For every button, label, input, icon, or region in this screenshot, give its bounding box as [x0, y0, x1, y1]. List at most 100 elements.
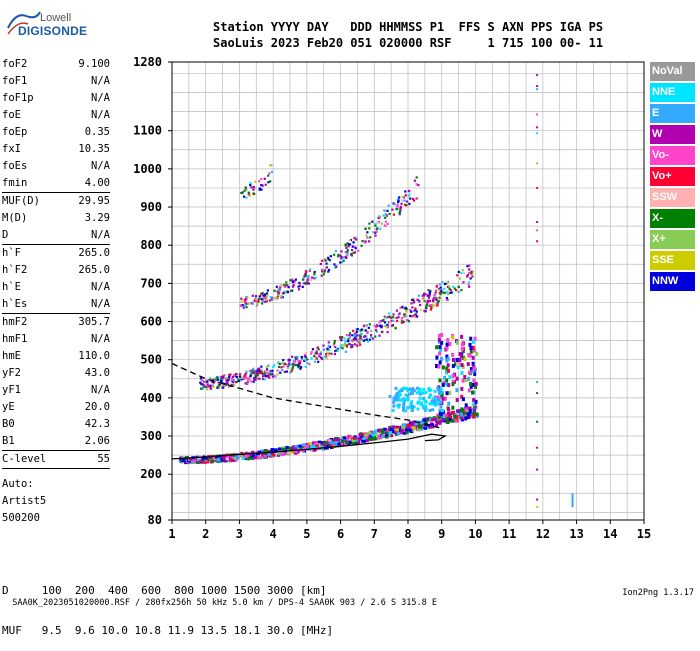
echo-point: [392, 313, 395, 316]
echo-point: [254, 180, 257, 183]
echo-point: [471, 361, 475, 366]
echo-point: [456, 362, 460, 367]
echo-point: [461, 397, 465, 402]
echo-point: [264, 183, 267, 186]
echo-point: [374, 429, 379, 433]
echo-point: [274, 375, 277, 378]
echo-point: [310, 357, 313, 360]
echo-point: [440, 393, 444, 398]
echo-point: [227, 378, 230, 381]
echo-point: [406, 423, 410, 427]
param-value: 9.100: [78, 58, 110, 70]
echo-point: [243, 304, 246, 307]
logo-product: DIGISONDE: [18, 24, 88, 38]
echo-point: [411, 298, 414, 301]
echo-point: [274, 448, 278, 452]
echo-point: [436, 421, 440, 425]
echo-point: [471, 355, 475, 360]
echo-point: [413, 315, 417, 318]
echo-point: [216, 382, 220, 385]
echo-point: [392, 404, 396, 408]
echo-point: [365, 324, 368, 327]
echo-point: [235, 375, 238, 379]
echo-point: [417, 183, 420, 187]
echo-point: [265, 368, 269, 371]
echo-point: [536, 126, 539, 129]
echo-point: [335, 349, 338, 352]
echo-point: [367, 326, 370, 329]
echo-point: [342, 256, 345, 259]
echo-point: [455, 376, 459, 381]
echo-point: [324, 259, 327, 262]
echo-point: [259, 449, 264, 453]
param-label: h`Es: [2, 298, 28, 310]
echo-point: [388, 431, 393, 435]
echo-point: [464, 416, 468, 421]
echo-point: [317, 440, 322, 444]
echo-point: [220, 380, 223, 383]
echo-point: [432, 397, 436, 401]
echo-point: [401, 320, 404, 323]
echo-point: [256, 303, 259, 306]
echo-point: [324, 443, 328, 447]
echo-point: [270, 448, 275, 452]
echo-point: [404, 194, 407, 197]
echo-point: [374, 326, 378, 329]
echo-point: [432, 299, 435, 302]
echo-point: [250, 450, 255, 454]
echo-point: [371, 231, 375, 234]
echo-point: [328, 439, 332, 443]
echo-point: [429, 421, 434, 425]
echo-point: [318, 355, 321, 358]
echo-point: [278, 289, 281, 292]
echo-point: [536, 420, 539, 423]
echo-point: [322, 273, 325, 276]
echo-point: [419, 401, 423, 405]
echo-point: [441, 418, 445, 422]
echo-point: [293, 451, 298, 455]
echo-point: [252, 371, 256, 374]
echo-point: [460, 363, 464, 368]
echo-point: [234, 381, 237, 384]
echo-point: [216, 457, 221, 461]
echo-point: [298, 281, 301, 285]
echo-point: [334, 249, 337, 253]
echo-point: [468, 285, 471, 288]
echo-point: [378, 334, 381, 337]
echo-point: [293, 280, 296, 283]
echo-point: [333, 253, 336, 256]
echo-point: [441, 365, 445, 370]
echo-point: [265, 296, 268, 300]
echo-point: [458, 351, 462, 356]
echo-point: [344, 350, 347, 353]
echo-point: [325, 357, 328, 360]
echo-point: [439, 356, 443, 361]
param-value: N/A: [91, 333, 110, 345]
echo-point: [201, 459, 205, 463]
echo-point: [444, 396, 448, 401]
echo-point: [286, 366, 289, 370]
param-row-h-es: h`Es N/A: [2, 296, 110, 314]
echo-point: [356, 441, 361, 445]
param-value: 43.0: [84, 367, 110, 379]
x-tick-label: 11: [502, 527, 516, 541]
echo-point: [413, 313, 416, 316]
param-value: N/A: [91, 229, 110, 241]
echo-point: [250, 186, 253, 189]
echo-point: [326, 441, 331, 445]
echo-point: [220, 377, 223, 381]
echo-point: [467, 388, 471, 393]
echo-point: [471, 412, 476, 416]
echo-point: [439, 387, 443, 391]
echo-point: [279, 285, 282, 288]
echo-point: [473, 414, 478, 418]
echo-point: [380, 326, 383, 329]
echo-point: [391, 425, 396, 429]
echo-point: [364, 329, 367, 332]
echo-point: [440, 332, 444, 337]
echo-point: [320, 274, 323, 277]
echo-point: [265, 292, 269, 295]
echo-point: [297, 366, 300, 369]
echo-point: [406, 204, 409, 207]
echo-point: [420, 421, 425, 425]
